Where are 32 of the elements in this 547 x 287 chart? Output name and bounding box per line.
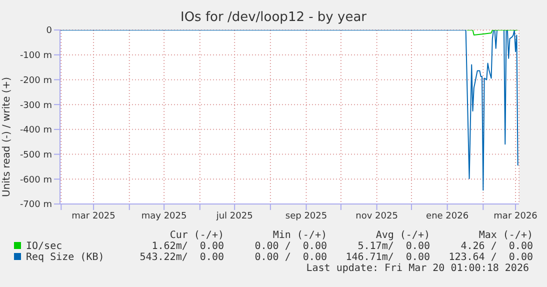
text: 543.22m/ 0.00	[139, 252, 224, 263]
y-tick-label: -600 m	[20, 175, 52, 186]
x-tick-label: jul 2025	[215, 211, 253, 222]
x-tick-label: mar 2026	[494, 211, 538, 222]
x-tick-label: mar 2025	[72, 211, 116, 222]
y-tick-label: -700 m	[20, 200, 52, 210]
y-tick-label: -200 m	[20, 76, 52, 86]
y-axis-title: Units read (-) / write (+)	[2, 76, 13, 197]
y-tick-label: -500 m	[20, 150, 52, 160]
text: Min (-/+)	[272, 230, 327, 241]
text: 0.00 / 0.00	[254, 252, 327, 263]
text: Avg (-/+)	[374, 230, 430, 241]
y-tick-label: 0	[46, 26, 52, 36]
text: Max (-/+)	[478, 230, 533, 241]
text: 146.71m/ 0.00	[344, 252, 430, 263]
x-tick-label: may 2025	[141, 211, 187, 222]
x-tick-label: ene 2026	[426, 211, 469, 222]
legend-label: Req Size (KB)	[25, 252, 106, 263]
x-tick-label: sep 2025	[285, 211, 328, 222]
text: Cur (-/+)	[168, 230, 224, 241]
y-tick-label: -100 m	[20, 51, 52, 62]
text: 5.17m/ 0.00	[356, 241, 430, 252]
text: 1.62m/ 0.00	[150, 241, 224, 252]
x-tick-label: nov 2025	[356, 211, 398, 222]
text: 0.00 / 0.00	[254, 241, 327, 252]
y-tick-label: -300 m	[20, 100, 52, 111]
y-tick-label: -400 m	[20, 126, 52, 136]
text: 4.26 / 0.00	[460, 241, 533, 252]
text: 123.64 / 0.00	[448, 252, 533, 263]
legend-label: IO/sec	[25, 241, 64, 252]
text: Last update: Fri Mar 20 01:00:18 2026	[305, 263, 529, 274]
chart-title: IOs for /dev/loop12 - by year	[179, 9, 368, 25]
